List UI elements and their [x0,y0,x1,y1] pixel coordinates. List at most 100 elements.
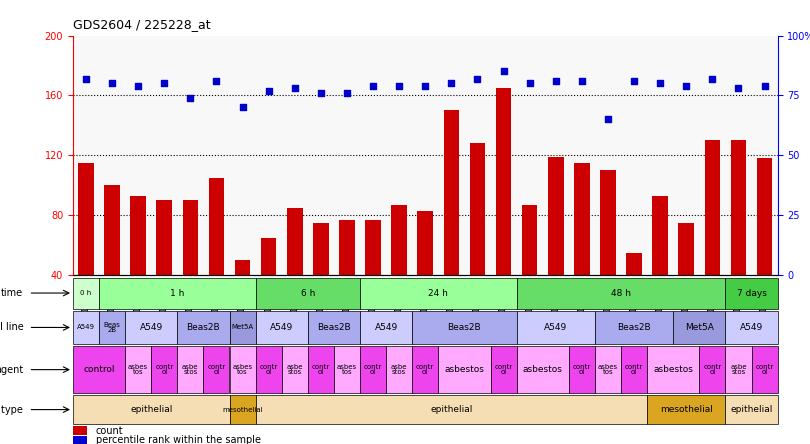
Bar [360,346,386,393]
Bar [73,426,87,435]
Text: asbe
stos: asbe stos [391,364,407,375]
Text: Beas2B: Beas2B [448,323,481,332]
Text: A549: A549 [270,323,293,332]
Text: epithelial: epithelial [731,405,773,414]
Text: asbestos: asbestos [653,365,693,374]
Bar [726,311,778,344]
Text: contr
ol: contr ol [625,364,643,375]
Point [158,80,171,87]
Text: A549: A549 [740,323,763,332]
Bar [261,238,276,335]
Text: 7 days: 7 days [736,289,766,297]
Text: asbestos: asbestos [445,365,484,374]
Text: asbes
tos: asbes tos [598,364,618,375]
Text: contr
ol: contr ol [207,364,225,375]
Bar [151,346,177,393]
Point [602,116,615,123]
Text: percentile rank within the sample: percentile rank within the sample [96,435,261,444]
Text: contr
ol: contr ol [494,364,513,375]
Bar [574,163,590,335]
Bar [334,346,360,393]
Bar [647,395,726,424]
Bar [73,395,229,424]
Text: 6 h: 6 h [301,289,315,297]
Bar [73,278,99,309]
Bar [470,143,485,335]
Text: asbe
stos: asbe stos [287,364,303,375]
Text: 1 h: 1 h [170,289,185,297]
Bar [365,220,381,335]
Text: epithelial: epithelial [130,405,173,414]
Bar [679,223,694,335]
Bar [569,346,595,393]
Point [654,80,667,87]
Point [367,82,380,89]
Text: Beas2B: Beas2B [186,323,220,332]
Text: asbe
stos: asbe stos [730,364,747,375]
Point [79,75,92,82]
Point [523,80,536,87]
Bar [229,311,256,344]
Point [288,85,301,92]
Text: 0 h: 0 h [80,290,92,296]
Bar [282,346,308,393]
Point [445,80,458,87]
Bar [517,346,569,393]
Bar [595,346,621,393]
Point [575,78,588,85]
Bar [726,395,778,424]
Bar [757,159,773,335]
Bar [229,346,256,393]
Bar [256,311,308,344]
Bar [73,436,87,444]
Bar [595,311,673,344]
Point [758,82,771,89]
Bar [78,163,94,335]
Text: asbes
tos: asbes tos [232,364,253,375]
Bar [496,88,511,335]
Bar [99,278,256,309]
Text: asbes
tos: asbes tos [337,364,357,375]
Bar [339,220,355,335]
Bar [125,346,151,393]
Text: A549: A549 [544,323,567,332]
Text: 24 h: 24 h [428,289,448,297]
Bar [130,196,146,335]
Text: asbes
tos: asbes tos [128,364,148,375]
Point [497,68,510,75]
Bar [517,278,726,309]
Bar [647,346,699,393]
Text: contr
ol: contr ol [756,364,774,375]
Bar [626,253,642,335]
Text: asbestos: asbestos [522,365,563,374]
Bar [412,346,438,393]
Point [680,82,693,89]
Bar [99,311,125,344]
Point [628,78,641,85]
Bar [104,186,120,335]
Point [340,90,353,97]
Bar [209,178,224,335]
Text: Beas
2B: Beas 2B [104,322,121,333]
Bar [621,346,647,393]
Point [262,87,275,94]
Bar [73,311,99,344]
Bar [256,395,647,424]
Text: contr
ol: contr ol [416,364,434,375]
Text: cell type: cell type [0,404,23,415]
Bar [705,140,720,335]
Point [393,82,406,89]
Text: time: time [1,288,23,298]
Bar [360,278,517,309]
Text: contr
ol: contr ol [573,364,591,375]
Bar [235,260,250,335]
Text: contr
ol: contr ol [364,364,382,375]
Text: Met5A: Met5A [232,325,254,330]
Bar [699,346,726,393]
Text: contr
ol: contr ol [156,364,173,375]
Bar [444,111,459,335]
Bar [229,395,256,424]
Text: A549: A549 [374,323,398,332]
Text: contr
ol: contr ol [312,364,330,375]
Text: GDS2604 / 225228_at: GDS2604 / 225228_at [73,18,211,31]
